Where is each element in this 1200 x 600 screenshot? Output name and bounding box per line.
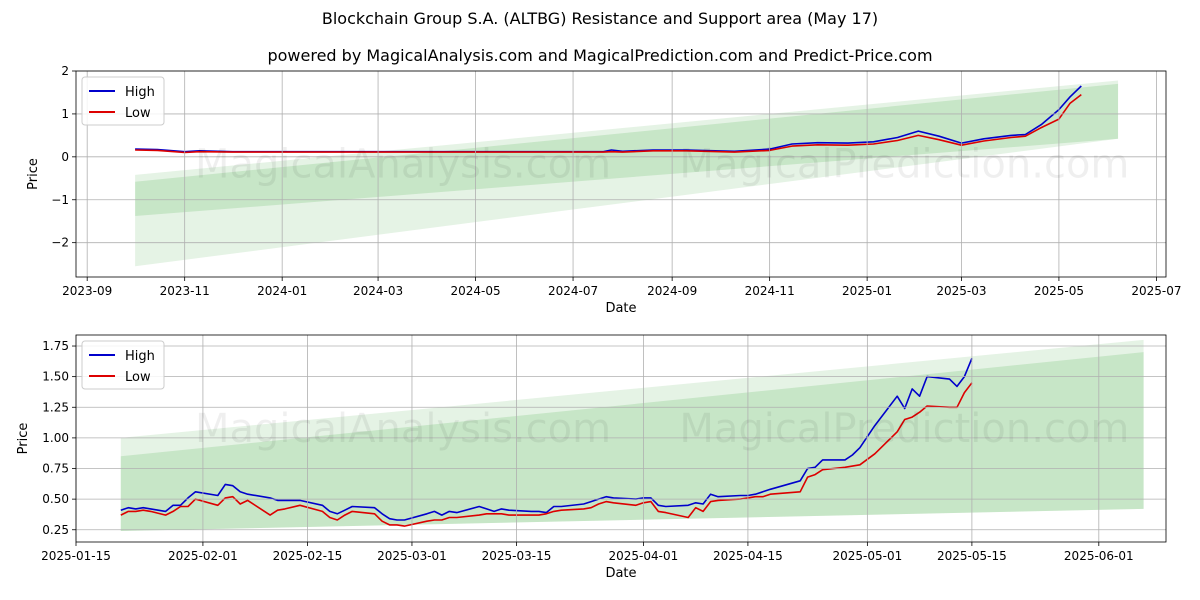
- plot-frame: [75, 334, 1167, 543]
- y-axis-label: Price: [16, 423, 31, 455]
- y-tick-label: 0.25: [42, 523, 69, 537]
- x-tick-label: 2025-04-15: [713, 549, 783, 563]
- legend-label-high: High: [125, 349, 155, 364]
- x-tick-label: 2025-02-15: [273, 549, 343, 563]
- resistance-support-band-outer: [120, 339, 1144, 531]
- y-tick-label: 1.50: [42, 370, 69, 384]
- plot-area: [135, 80, 1119, 267]
- x-tick-label: 2025-05-15: [937, 549, 1007, 563]
- x-tick-label: 2025-07: [1131, 284, 1181, 298]
- watermark-text: MagicalPrediction.com: [679, 406, 1129, 452]
- x-tick-label: 2023-11: [160, 284, 210, 298]
- y-tick-label: −1: [51, 193, 69, 207]
- x-tick-label: 2023-09: [62, 284, 112, 298]
- x-tick-label: 2024-09: [647, 284, 697, 298]
- watermark-text: MagicalAnalysis.com: [195, 406, 611, 452]
- x-tick-label: 2025-03-01: [377, 549, 447, 563]
- legend: High Low: [81, 76, 165, 126]
- x-tick-label: 2024-03: [353, 284, 403, 298]
- series-line-low: [120, 382, 973, 527]
- x-tick-label: 2025-01: [842, 284, 892, 298]
- x-tick-label: 2024-05: [450, 284, 500, 298]
- x-tick-label: 2025-01-15: [41, 549, 111, 563]
- legend-label-low: Low: [125, 106, 151, 121]
- x-tick-label: 2025-02-01: [168, 549, 238, 563]
- series-line-low: [135, 93, 1082, 154]
- y-tick-label: 1.25: [42, 400, 69, 414]
- x-axis-label: Date: [605, 301, 636, 316]
- x-tick-label: 2025-04-01: [609, 549, 679, 563]
- x-axis-label: Date: [605, 566, 636, 581]
- x-tick-label: 2025-06-01: [1064, 549, 1134, 563]
- watermark-text: MagicalAnalysis.com: [195, 142, 611, 188]
- x-tick-label: 2024-01: [257, 284, 307, 298]
- watermark-text: MagicalPrediction.com: [679, 142, 1129, 188]
- chart-panel-1: 2023-09 2023-11 2024-01 2024-03 2024-05 2024-…: [26, 64, 1181, 316]
- x-tick-label: 2025-05-01: [832, 549, 902, 563]
- y-tick-label: 0: [61, 150, 69, 164]
- chart-subtitle: powered by MagicalAnalysis.com and Magic…: [267, 46, 933, 65]
- y-tick-label: 1: [61, 107, 69, 121]
- chart-panel-2: 2025-01-15 2025-02-01 2025-02-15 2025-03-01…: [16, 334, 1167, 581]
- series-line-high: [120, 357, 973, 521]
- plot-area: [120, 339, 1144, 531]
- x-tick-label: 2025-03-15: [482, 549, 552, 563]
- resistance-support-band-outer: [135, 80, 1119, 267]
- y-tick-label: 0.50: [42, 492, 69, 506]
- y-tick-label: 1.75: [42, 339, 69, 353]
- chart-title: Blockchain Group S.A. (ALTBG) Resistance…: [321, 9, 879, 28]
- x-tick-label: 2025-05: [1034, 284, 1084, 298]
- x-tick-label: 2024-07: [548, 284, 598, 298]
- x-tick-label: 2025-03: [936, 284, 986, 298]
- resistance-support-band-inner: [135, 83, 1119, 217]
- plot-frame: [75, 70, 1167, 278]
- legend-label-high: High: [125, 85, 155, 100]
- y-tick-label: 2: [61, 64, 69, 78]
- y-axis-label: Price: [26, 158, 41, 190]
- y-tick-label: 0.75: [42, 462, 69, 476]
- y-tick-label: −2: [51, 236, 69, 250]
- resistance-support-band-inner: [120, 352, 1144, 531]
- legend-label-low: Low: [125, 370, 151, 385]
- legend: High Low: [81, 340, 165, 390]
- x-tick-label: 2024-11: [745, 284, 795, 298]
- y-tick-label: 1.00: [42, 431, 69, 445]
